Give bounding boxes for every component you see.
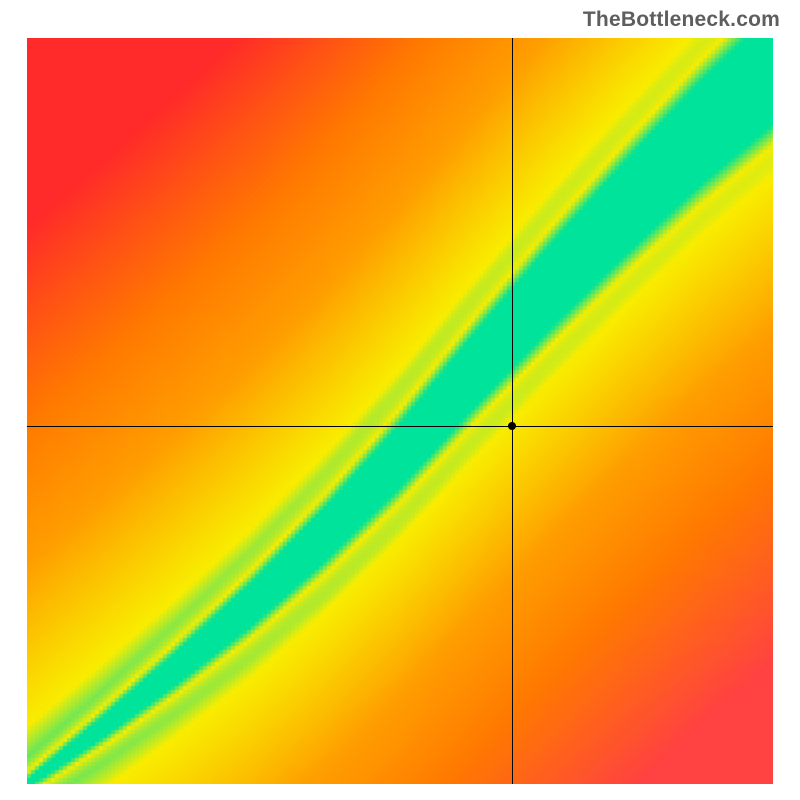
heatmap-chart	[27, 38, 773, 784]
chart-container: TheBottleneck.com	[0, 0, 800, 800]
heatmap-canvas	[27, 38, 773, 784]
crosshair-vertical	[512, 38, 513, 784]
marker-dot	[508, 422, 516, 430]
attribution-label: TheBottleneck.com	[583, 8, 780, 32]
crosshair-horizontal	[27, 426, 773, 427]
